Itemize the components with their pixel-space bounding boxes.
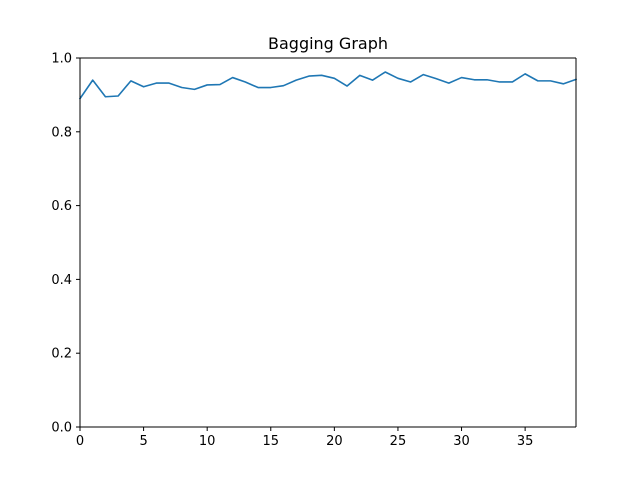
x-tick-label-15: 15 bbox=[262, 434, 279, 449]
x-tick-label-10: 10 bbox=[199, 434, 216, 449]
y-tick-label-4: 0.8 bbox=[51, 125, 72, 140]
x-tick-label-20: 20 bbox=[326, 434, 343, 449]
series-line-0 bbox=[78, 71, 578, 100]
y-tick-label-0: 0.0 bbox=[51, 421, 72, 436]
y-tick-label-3: 0.6 bbox=[51, 199, 72, 214]
y-tick-label-2: 0.4 bbox=[51, 273, 72, 288]
x-tick-label-25: 25 bbox=[390, 434, 407, 449]
x-tick-label-35: 35 bbox=[517, 434, 534, 449]
y-tick-label-5: 1.0 bbox=[51, 52, 72, 67]
x-tick-label-0: 0 bbox=[76, 434, 84, 449]
plot-area: 0 5 10 15 20 25 30 35 0.0 0.2 0.4 0.6 0.8 1.0 bbox=[51, 52, 578, 449]
x-tick-label-30: 30 bbox=[453, 434, 470, 449]
y-tick-label-1: 0.2 bbox=[51, 347, 72, 362]
x-tick-label-5: 5 bbox=[139, 434, 147, 449]
chart-title: Bagging Graph bbox=[268, 34, 388, 53]
